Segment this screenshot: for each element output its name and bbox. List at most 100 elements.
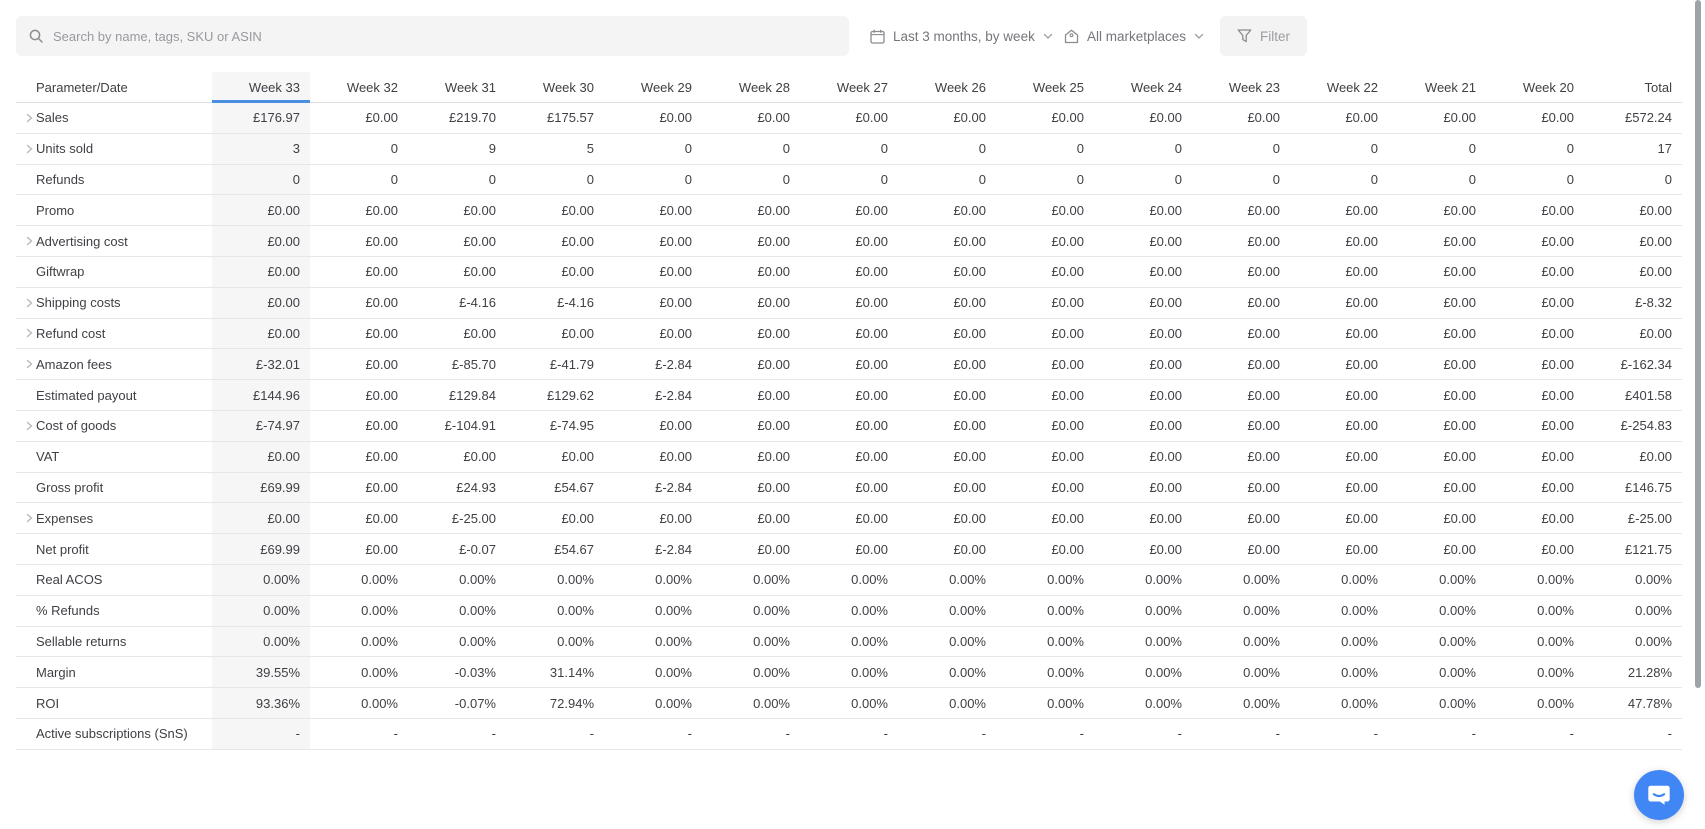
cell: -0.03% <box>454 664 496 680</box>
cell: £0.00 <box>855 479 888 495</box>
chevron-right-icon[interactable] <box>22 421 36 431</box>
row-label: % Refunds <box>36 603 100 619</box>
column-header-week-31[interactable]: Week 31 <box>444 79 496 95</box>
table-row: Estimated payout £144.96 £0.00 £129.84 £129.… <box>16 380 1682 411</box>
cell: £24.93 <box>456 479 496 495</box>
row-label: Estimated payout <box>36 387 137 403</box>
row-label-cell[interactable]: Refund cost <box>16 319 212 349</box>
cell: 0 <box>1468 141 1476 157</box>
row-label-cell[interactable]: Shipping costs <box>16 288 212 318</box>
column-header-week-29[interactable]: Week 29 <box>640 79 692 95</box>
cell: £0.00 <box>1051 510 1084 526</box>
cell: £0.00 <box>1639 233 1672 249</box>
cell: 0 <box>978 171 986 187</box>
cell: £-4.16 <box>459 295 496 311</box>
row-label: Expenses <box>36 510 94 526</box>
cell: 0.00% <box>949 695 986 711</box>
search-input[interactable] <box>53 28 837 44</box>
cell: 0.00% <box>851 633 888 649</box>
cell: 0 <box>1174 171 1182 187</box>
cell: 0 <box>1566 171 1574 187</box>
cell: £0.00 <box>953 510 986 526</box>
row-label-cell[interactable]: Amazon fees <box>16 349 212 379</box>
chevron-right-icon[interactable] <box>22 144 36 154</box>
cell: 0.00% <box>557 603 594 619</box>
row-label: Net profit <box>36 541 89 557</box>
cell: £-104.91 <box>444 418 496 434</box>
cell: £0.00 <box>1051 387 1084 403</box>
cell: £0.00 <box>1541 510 1574 526</box>
cell: £0.00 <box>365 264 398 280</box>
cell: £0.00 <box>365 387 398 403</box>
column-header-week-26[interactable]: Week 26 <box>934 79 986 95</box>
cell: 0.00% <box>557 572 594 588</box>
cell: £0.00 <box>855 233 888 249</box>
marketplace-label: All marketplaces <box>1087 28 1187 44</box>
chevron-right-icon[interactable] <box>22 113 36 123</box>
cell: 21.28% <box>1627 664 1672 680</box>
cell: £0.00 <box>757 202 790 218</box>
column-header-week-33[interactable]: Week 33 <box>212 72 310 103</box>
column-header-week-24[interactable]: Week 24 <box>1130 79 1182 95</box>
cell: £0.00 <box>1345 202 1378 218</box>
cell: £0.00 <box>1443 449 1476 465</box>
cell: 0.00% <box>361 603 398 619</box>
row-label: Units sold <box>36 141 94 157</box>
cell: £0.00 <box>1149 202 1182 218</box>
cell: £0.00 <box>1541 541 1574 557</box>
cell: - <box>589 726 594 742</box>
search-box[interactable] <box>16 16 849 56</box>
row-label: Promo <box>36 202 75 218</box>
column-header-week-23[interactable]: Week 23 <box>1228 79 1280 95</box>
column-header-week-21[interactable]: Week 21 <box>1424 79 1476 95</box>
cell: £0.00 <box>1443 264 1476 280</box>
cell: 0.00% <box>1537 603 1574 619</box>
chevron-right-icon[interactable] <box>22 359 36 369</box>
chat-launcher-button[interactable] <box>1634 770 1684 820</box>
chevron-right-icon[interactable] <box>22 298 36 308</box>
param-header-label: Parameter/Date <box>36 79 128 95</box>
cell: £0.00 <box>463 449 496 465</box>
cell: - <box>1079 726 1084 742</box>
column-header-week-27[interactable]: Week 27 <box>836 79 888 95</box>
row-label-cell[interactable]: Advertising cost <box>16 226 212 256</box>
cell: £-2.84 <box>655 387 692 403</box>
chevron-right-icon[interactable] <box>22 328 36 338</box>
cell: 0.00% <box>459 603 496 619</box>
column-header-week-22[interactable]: Week 22 <box>1326 79 1378 95</box>
chevron-right-icon[interactable] <box>22 236 36 246</box>
cell: £-2.84 <box>655 356 692 372</box>
cell: £175.57 <box>547 110 594 126</box>
cell: £0.00 <box>855 387 888 403</box>
scrollbar-thumb[interactable] <box>1695 0 1701 688</box>
cell: 0.00% <box>557 633 594 649</box>
cell: 0.00% <box>1145 572 1182 588</box>
cell: 0 <box>880 171 888 187</box>
row-label-cell[interactable]: Expenses <box>16 503 212 533</box>
filter-button[interactable]: Filter <box>1220 16 1307 56</box>
column-header-week-30[interactable]: Week 30 <box>542 79 594 95</box>
chevron-right-icon[interactable] <box>22 513 36 523</box>
date-range-selector[interactable]: Last 3 months, by week <box>870 16 1053 56</box>
cell: 39.55% <box>212 657 310 688</box>
column-header-week-20[interactable]: Week 20 <box>1522 79 1574 95</box>
cell: £0.00 <box>1051 479 1084 495</box>
table-row: Amazon fees £-32.01 £0.00 £-85.70 £-41.79 £-2… <box>16 349 1682 381</box>
cell: £0.00 <box>1443 110 1476 126</box>
cell: £121.75 <box>1625 541 1672 557</box>
column-header-week-32[interactable]: Week 32 <box>346 79 398 95</box>
column-header-week-25[interactable]: Week 25 <box>1032 79 1084 95</box>
cell: 0 <box>390 141 398 157</box>
cell: £0.00 <box>365 449 398 465</box>
table-row: Expenses £0.00 £0.00 £-25.00 £0.00 £0.00 £0.00… <box>16 503 1682 535</box>
row-label-cell[interactable]: Units sold <box>16 134 212 164</box>
column-header-week-28[interactable]: Week 28 <box>738 79 790 95</box>
column-header-total[interactable]: Total <box>1644 79 1672 95</box>
cell: £129.62 <box>547 387 594 403</box>
cell: 0.00% <box>1145 603 1182 619</box>
marketplace-selector[interactable]: All marketplaces <box>1064 16 1204 56</box>
cell: £0.00 <box>365 479 398 495</box>
row-label-cell[interactable]: Sales <box>16 103 212 133</box>
table-row: Cost of goods £-74.97 £0.00 £-104.91 £-74.95… <box>16 410 1682 442</box>
row-label-cell[interactable]: Cost of goods <box>16 411 212 441</box>
